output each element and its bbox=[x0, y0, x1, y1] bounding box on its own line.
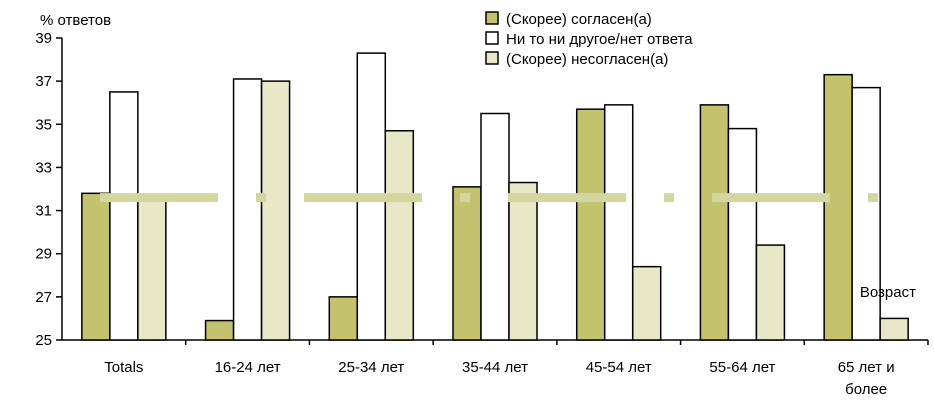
legend-swatch bbox=[485, 51, 499, 65]
bar-1 bbox=[204, 319, 235, 341]
x-tick-label: 16-24 лет bbox=[215, 359, 281, 376]
bar-1 bbox=[823, 73, 853, 341]
x-tick-label: более bbox=[845, 381, 887, 398]
y-tick-label: 35 bbox=[35, 116, 52, 133]
bar-2 bbox=[851, 86, 881, 341]
bar-1 bbox=[699, 104, 730, 341]
bar-2 bbox=[109, 91, 139, 341]
legend-label: (Скорее) согласен(а) bbox=[506, 11, 652, 28]
y-tick-label: 39 bbox=[35, 30, 52, 47]
legend: (Скорее) согласен(а) Ни то ни другое/нет … bbox=[485, 11, 693, 68]
bar-3 bbox=[879, 317, 909, 341]
x-tick-label: 25-34 лет bbox=[338, 359, 404, 376]
bar-3 bbox=[631, 265, 662, 341]
legend-swatch bbox=[485, 11, 499, 25]
bar-3 bbox=[755, 244, 786, 341]
bar-1 bbox=[81, 192, 111, 341]
legend-swatch bbox=[485, 31, 499, 45]
y-tick-label: 29 bbox=[35, 246, 52, 263]
y-tick-label: 31 bbox=[35, 203, 52, 220]
y-tick-label: 33 bbox=[35, 159, 52, 176]
x-axis-title: Возраст bbox=[860, 284, 916, 301]
bar-3 bbox=[508, 181, 538, 341]
x-tick-label: 35-44 лет bbox=[462, 359, 528, 376]
x-tick-label: Totals bbox=[104, 359, 143, 376]
bar-2 bbox=[603, 104, 634, 341]
x-tick-label: 65 лет и bbox=[838, 359, 895, 376]
y-tick-label: 37 bbox=[35, 73, 52, 90]
x-tick-label: 45-54 лет bbox=[586, 359, 652, 376]
bar-1 bbox=[328, 296, 359, 341]
labels: 25 27 29 31 33 35 37 39% ответов Totals 16-24 лет… bbox=[35, 12, 916, 398]
bar-2 bbox=[480, 112, 510, 341]
x-tick-label: 55-64 лет bbox=[709, 359, 775, 376]
legend-label: (Скорее) несогласен(а) bbox=[506, 51, 668, 68]
y-tick-label: 27 bbox=[35, 289, 52, 306]
bar-3 bbox=[260, 80, 291, 341]
bar-3 bbox=[137, 196, 167, 341]
bars bbox=[81, 52, 909, 341]
y-tick-label: 25 bbox=[35, 332, 52, 349]
bar-2 bbox=[727, 127, 758, 341]
bar-1 bbox=[575, 108, 606, 341]
bar-3 bbox=[384, 130, 415, 341]
bar-2 bbox=[232, 78, 263, 341]
legend-label: Ни то ни другое/нет ответа bbox=[506, 31, 693, 48]
bar-1 bbox=[452, 186, 482, 341]
y-axis-title: % ответов bbox=[40, 12, 111, 29]
